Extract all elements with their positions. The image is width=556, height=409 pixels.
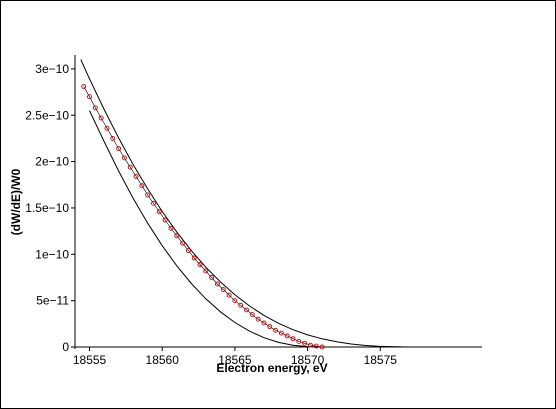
x-tick-label: 18565 [218,353,252,367]
x-tick-label: 18555 [73,353,107,367]
data-point [110,135,116,141]
x-tick-label: 18560 [146,353,180,367]
data-point [238,302,244,308]
data-point [319,344,325,350]
data-point [168,225,174,231]
data-point [226,292,232,298]
data-point [232,298,238,304]
data-point [81,84,87,89]
x-tick-label: 18575 [364,353,398,367]
data-point [255,316,261,322]
y-tick-label: 1e−10 [35,247,69,261]
data-point [162,217,168,223]
y-tick-label: 0 [62,340,69,354]
y-tick-label: 3e−10 [35,62,69,76]
data-point [139,183,145,189]
data-point [296,338,302,344]
y-tick-label: 2e−10 [35,155,69,169]
x-tick-label: 18570 [291,353,325,367]
data-trace-line [83,86,323,348]
data-point [197,262,203,267]
x-axis-title: Electron energy, eV [216,361,327,375]
data-point [133,173,139,179]
data-point [278,330,284,336]
data-point [267,324,273,330]
data-point [185,248,191,254]
data-point [180,240,186,246]
data-point [261,320,267,326]
data-point [203,268,209,274]
y-tick-label: 5e−11 [36,294,69,308]
data-point [244,307,249,313]
y-tick-label: 2.5e−10 [25,108,69,122]
data-point [156,209,162,215]
curve-line-1 [80,59,416,348]
data-point [87,94,92,100]
y-axis-title: (dW/dE)/W0 [9,168,23,235]
data-point [284,333,290,339]
data-point [191,255,197,261]
data-point [145,192,151,198]
data-point [127,164,133,170]
data-point [92,105,98,111]
data-point [220,287,226,292]
data-point [273,327,279,333]
data-point [313,343,319,349]
y-ticks: 0 5e−11 1e−10 1.5e−10 2e−10 2.5e−10 3e−10 [25,62,75,354]
data-point [209,275,215,280]
series-layer [80,59,416,350]
y-tick-label: 1.5e−10 [25,201,69,215]
data-point [174,233,180,239]
curve-line-2 [89,110,330,348]
data-point [249,312,255,318]
x-ticks: 18555 18560 18565 18570 18575 [73,347,397,367]
data-point [214,281,220,287]
data-point [98,115,104,121]
data-point [116,146,122,152]
data-point [308,342,313,348]
data-point [104,125,110,131]
data-point [121,155,127,161]
data-point [302,340,308,346]
data-point [151,200,156,206]
data-point [290,336,296,342]
